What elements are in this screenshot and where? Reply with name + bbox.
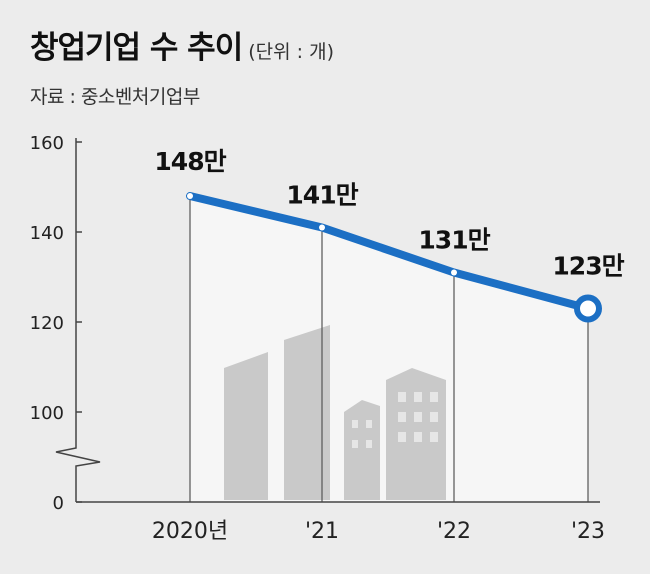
x-tick-label: 2020년 bbox=[152, 519, 228, 544]
y-ticks: 160 140 120 100 0 bbox=[30, 133, 82, 514]
y-axis bbox=[55, 138, 101, 502]
x-tick-label: '22 bbox=[437, 519, 471, 544]
data-labels: 148만 141만 131만 123만 bbox=[154, 147, 625, 281]
y-tick-label: 160 bbox=[30, 133, 64, 154]
data-point bbox=[187, 193, 193, 199]
unit-label: (단위 : 개) bbox=[248, 41, 334, 63]
y-tick-label: 120 bbox=[30, 313, 64, 334]
x-ticks: 2020년 '21 '22 '23 bbox=[152, 519, 605, 544]
source-note: 자료 : 중소벤처기업부 bbox=[30, 86, 200, 108]
title-block: 창업기업 수 추이 (단위 : 개) bbox=[30, 22, 334, 67]
chart-title: 창업기업 수 추이 bbox=[30, 30, 243, 66]
data-label: 131만 bbox=[418, 226, 490, 255]
data-label: 148만 bbox=[154, 147, 226, 176]
vertical-guides bbox=[189, 196, 589, 502]
y-tick-label: 100 bbox=[30, 403, 64, 424]
data-point bbox=[319, 224, 325, 231]
data-point-end bbox=[574, 294, 602, 323]
data-label: 141만 bbox=[286, 181, 358, 210]
building-windows bbox=[352, 392, 438, 448]
y-tick-label: 0 bbox=[53, 493, 64, 514]
data-point bbox=[451, 269, 457, 276]
y-tick-label: 140 bbox=[30, 223, 64, 244]
series-line bbox=[186, 192, 592, 313]
data-points bbox=[187, 193, 602, 323]
data-label: 123만 bbox=[552, 252, 624, 281]
x-tick-label: '21 bbox=[305, 519, 339, 544]
x-tick-label: '23 bbox=[571, 519, 605, 544]
